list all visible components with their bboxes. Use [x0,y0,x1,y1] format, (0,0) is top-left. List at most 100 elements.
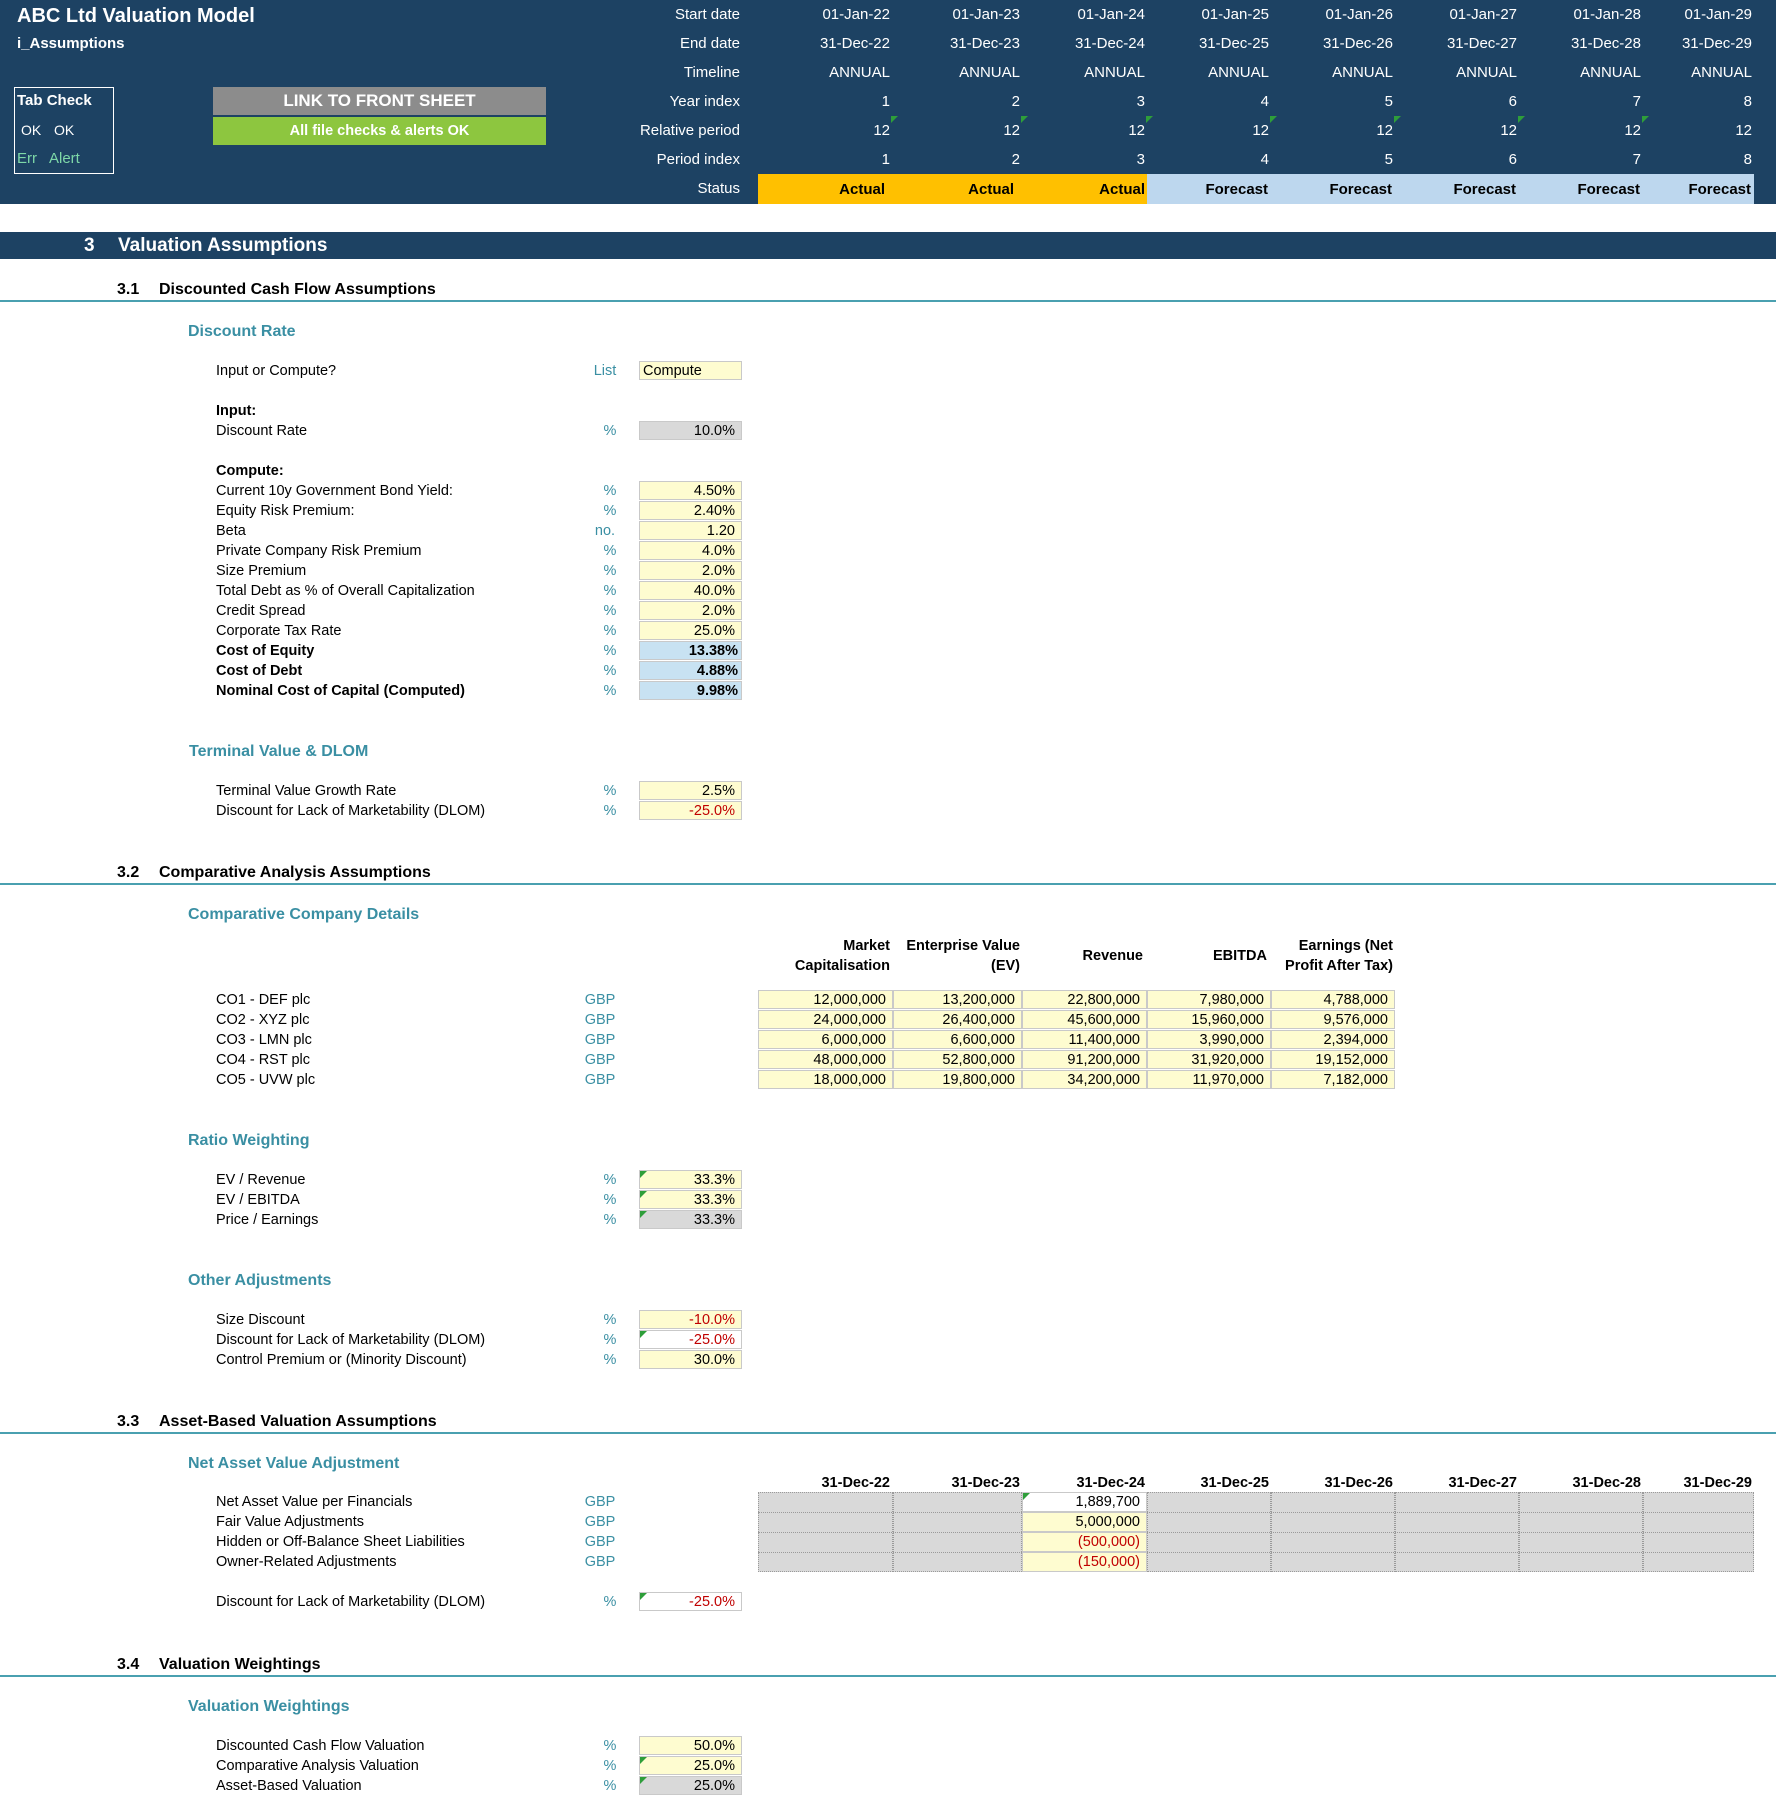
compute-row-cell[interactable]: 2.40% [639,501,742,520]
company-ebitda[interactable]: 15,960,000 [1147,1010,1271,1029]
unit-label: % [603,503,617,519]
unit-label: % [603,663,617,679]
subsection-number: 3.3 [117,1413,140,1430]
section-title: Valuation Assumptions [118,235,328,256]
period-start: 01-Jan-22 [822,6,890,23]
unit-label: % [603,1192,617,1208]
period-year-index: 2 [1011,93,1020,110]
company-market-cap[interactable]: 12,000,000 [758,990,893,1009]
company-market-cap[interactable]: 18,000,000 [758,1070,893,1089]
company-ev[interactable]: 19,800,000 [893,1070,1022,1089]
compute-row-cell[interactable]: 2.0% [639,601,742,620]
unit-label: % [603,1778,617,1794]
compute-row-cell[interactable]: 4.0% [639,541,742,560]
company-ebitda[interactable]: 7,980,000 [1147,990,1271,1009]
weight-comparative-label: Comparative Analysis Valuation [216,1758,419,1774]
unit-label: % [603,543,617,559]
period-status-forecast: Forecast [1395,174,1519,204]
company-earnings[interactable]: 2,394,000 [1271,1030,1395,1049]
compute-row-cell[interactable]: 1.20 [639,521,742,540]
company-ev[interactable]: 52,800,000 [893,1050,1022,1069]
company-revenue[interactable]: 91,200,000 [1022,1050,1147,1069]
group-title-valuation-weightings: Valuation Weightings [188,1698,350,1715]
col-header-market-cap: Capitalisation [794,958,890,974]
group-title-nav: Net Asset Value Adjustment [188,1455,400,1472]
company-ev[interactable]: 13,200,000 [893,990,1022,1009]
compute-row-cell[interactable]: 25.0% [639,621,742,640]
period-index-label: Period index [656,151,740,168]
fair-value-adjustments-cell[interactable]: 5,000,000 [1022,1512,1147,1532]
compute-row-cell[interactable]: 4.50% [639,481,742,500]
col-header-earnings: Earnings (Net [1298,938,1393,954]
company-name: CO1 - DEF plc [216,992,311,1008]
subsection-divider [0,883,1776,885]
cost-of-equity-label: Cost of Equity [216,643,315,659]
dcf-dlom-label: Discount for Lack of Marketability (DLOM… [216,803,486,819]
comment-marker-icon [1146,116,1153,123]
unit-label: % [603,423,617,439]
period-index: 5 [1384,151,1393,168]
ratio-ev-ebitda-cell[interactable]: 33.3% [639,1190,742,1209]
comp-dlom-cell: -25.0% [639,1330,742,1349]
unit-label: List [593,363,617,379]
company-ebitda[interactable]: 3,990,000 [1147,1030,1271,1049]
company-ev[interactable]: 26,400,000 [893,1010,1022,1029]
period-year-index: 5 [1384,93,1393,110]
company-revenue[interactable]: 45,600,000 [1022,1010,1147,1029]
discount-rate-input-cell[interactable]: 10.0% [639,421,742,440]
period-index: 3 [1136,151,1145,168]
period-relative: 12 [873,122,890,139]
year-index-label: Year index [669,93,740,110]
group-title-ratio-weighting: Ratio Weighting [188,1132,310,1149]
company-revenue[interactable]: 34,200,000 [1022,1070,1147,1089]
subsection-number: 3.2 [117,864,140,881]
nav-date-header: 31-Dec-26 [1324,1475,1393,1491]
company-earnings[interactable]: 19,152,000 [1271,1050,1395,1069]
company-earnings[interactable]: 7,182,000 [1271,1070,1395,1089]
size-discount-cell[interactable]: -10.0% [639,1310,742,1329]
col-header-ebitda: EBITDA [1213,948,1267,964]
company-revenue[interactable]: 11,400,000 [1022,1030,1147,1049]
period-status-actual: Actual [1022,174,1147,204]
unit-label: GBP [584,1514,616,1530]
unit-label: % [603,1352,617,1368]
owner-adjustments-cell[interactable]: (150,000) [1022,1552,1147,1572]
company-ev[interactable]: 6,600,000 [893,1030,1022,1049]
terminal-growth-label: Terminal Value Growth Rate [216,783,397,799]
tab-check-title: Tab Check [17,92,92,109]
dcf-dlom-cell[interactable]: -25.0% [639,801,742,820]
weight-comparative-cell[interactable]: 25.0% [639,1756,742,1775]
control-premium-cell[interactable]: 30.0% [639,1350,742,1369]
comment-marker-icon [640,1757,647,1764]
terminal-growth-cell[interactable]: 2.5% [639,781,742,800]
input-or-compute-select[interactable]: Compute [639,361,742,380]
subsection-divider [0,300,1776,302]
company-ebitda[interactable]: 11,970,000 [1147,1070,1271,1089]
company-revenue[interactable]: 22,800,000 [1022,990,1147,1009]
company-market-cap[interactable]: 48,000,000 [758,1050,893,1069]
company-ebitda[interactable]: 31,920,000 [1147,1050,1271,1069]
period-end: 31-Dec-25 [1198,35,1269,52]
nav-date-header: 31-Dec-24 [1076,1475,1145,1491]
period-index: 6 [1508,151,1517,168]
company-earnings[interactable]: 9,576,000 [1271,1010,1395,1029]
input-heading: Input: [216,403,257,419]
company-market-cap[interactable]: 24,000,000 [758,1010,893,1029]
tab-check-err: Err [17,150,37,167]
compute-row-label: Size Premium [216,563,307,579]
unit-label: % [603,1738,617,1754]
model-title: ABC Ltd Valuation Model [17,5,255,27]
weight-dcf-cell[interactable]: 50.0% [639,1736,742,1755]
ratio-ev-revenue-cell[interactable]: 33.3% [639,1170,742,1189]
compute-row-cell[interactable]: 40.0% [639,581,742,600]
unit-label: no. [594,523,616,539]
subsection-divider [0,1675,1776,1677]
company-earnings[interactable]: 4,788,000 [1271,990,1395,1009]
nav-row-label: Owner-Related Adjustments [216,1554,397,1570]
discount-rate-input-label: Discount Rate [216,423,308,439]
compute-row-cell[interactable]: 2.0% [639,561,742,580]
link-to-front-sheet-button[interactable]: LINK TO FRONT SHEET [213,87,546,115]
company-market-cap[interactable]: 6,000,000 [758,1030,893,1049]
weight-asset-label: Asset-Based Valuation [216,1778,362,1794]
hidden-liabilities-cell[interactable]: (500,000) [1022,1532,1147,1552]
